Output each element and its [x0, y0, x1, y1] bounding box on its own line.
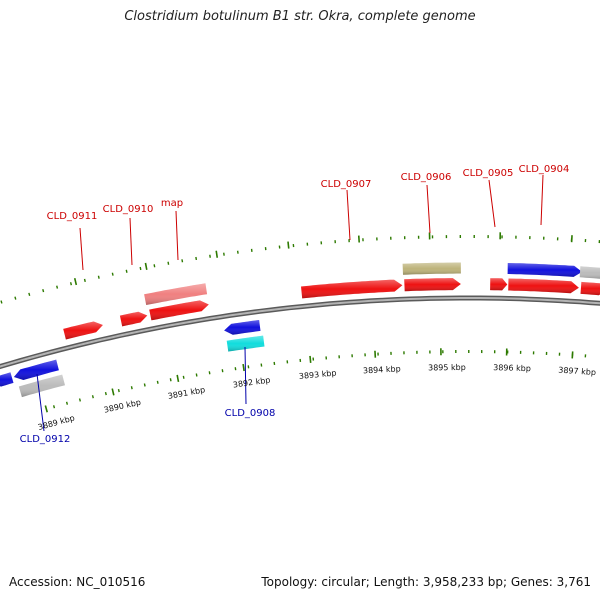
gene-CLD_0911: [63, 321, 103, 340]
gene-left-edge: [0, 372, 14, 387]
label-leader-line: [346, 189, 351, 241]
genome-summary-text: Topology: circular; Length: 3,958,233 bp…: [261, 575, 591, 589]
scale-tick-minor: [91, 395, 94, 399]
scale-tick-major: [73, 277, 78, 286]
label-leader-line: [79, 227, 84, 271]
label-leader-line: [175, 210, 179, 261]
genome-backbone: [0, 295, 600, 370]
backbone-highlight: [0, 297, 600, 368]
scale-tick-minor: [78, 398, 81, 402]
scale-tick-minor: [130, 386, 133, 390]
label-leader-line: [129, 217, 133, 266]
scale-tick-minor: [42, 289, 45, 293]
label-leader-line: [244, 346, 247, 405]
cds-map: [144, 283, 208, 305]
scale-tick-minor: [169, 378, 172, 382]
gene-features: [0, 262, 600, 398]
gene-label[interactable]: CLD_0910: [103, 204, 154, 215]
feature-right-gray: [579, 266, 600, 279]
label-leader-line: [426, 184, 431, 234]
scale-tick-minor: [111, 272, 114, 276]
scale-label: 3896 kbp: [493, 363, 531, 373]
scale-tick-minor: [181, 259, 184, 263]
label-leader-line: [36, 373, 45, 432]
scale-tick-minor: [104, 391, 107, 396]
scale-tick-major: [44, 405, 48, 413]
gene-label[interactable]: CLD_0912: [20, 434, 71, 445]
gene-label[interactable]: CLD_0911: [47, 211, 98, 222]
scale-tick-minor: [69, 282, 73, 286]
accession-text: Accession: NC_010516: [9, 575, 146, 589]
scale-tick-minor: [56, 285, 59, 289]
scale-tick-minor: [83, 278, 86, 283]
label-leader-line: [540, 174, 544, 226]
scale-tick-minor: [195, 373, 198, 377]
gene-label[interactable]: CLD_0905: [463, 168, 514, 179]
cds-CLD_0912: [18, 374, 65, 398]
scale-tick-minor: [153, 264, 156, 268]
scale-tick-minor: [143, 383, 146, 387]
scale-ticks: [0, 232, 600, 413]
scale-tick-minor: [14, 296, 17, 300]
scale-tick-major: [215, 250, 219, 258]
scale-tick-minor: [97, 275, 100, 279]
scale-label: 3892 kbp: [232, 375, 271, 389]
scale-tick-major: [111, 388, 115, 396]
scale-tick-minor: [167, 261, 170, 265]
gene-CLD_0905: [490, 278, 508, 291]
scale-tick-major: [144, 262, 148, 270]
scale-tick-minor: [52, 405, 56, 409]
scale-tick-major: [176, 374, 180, 382]
scale-tick-minor: [139, 266, 142, 271]
scale-tick-minor: [0, 300, 3, 304]
label-leader-line: [488, 179, 496, 228]
scale-label: 3889 kbp: [37, 413, 76, 432]
scale-tick-minor: [125, 269, 128, 273]
gene-label[interactable]: CLD_0904: [519, 164, 570, 175]
gene-label[interactable]: CLD_0907: [321, 179, 372, 190]
scale-labels: 3889 kbp 3890 kbp 3891 kbp 3892 kbp 3893 kbp…: [37, 363, 596, 432]
genome-title: Clostridium botulinum B1 str. Okra, comp…: [124, 9, 476, 24]
backbone-outline: [0, 295, 600, 370]
scale-tick-major: [242, 363, 245, 372]
scale-label: 3894 kbp: [363, 364, 401, 375]
gene-CLD_0907: [301, 279, 403, 299]
gene-CLD_0906: [404, 278, 461, 292]
cds-CLD_0908: [226, 335, 265, 352]
scale-tick-minor: [28, 292, 31, 296]
gene-CLD_0904: [508, 278, 579, 294]
cds-CLD_0906: [402, 262, 461, 275]
scale-tick-minor: [117, 388, 120, 393]
gene-label[interactable]: CLD_0908: [225, 408, 276, 419]
scale-tick-minor: [156, 380, 159, 384]
gene-map: [149, 300, 209, 321]
scale-tick-major: [287, 241, 290, 249]
scale-label: 3893 kbp: [298, 368, 336, 381]
scale-label: 3895 kbp: [428, 363, 466, 373]
gene-CLD_0910: [119, 311, 148, 327]
scale-tick-minor: [65, 401, 69, 405]
gene-right-edge: [580, 281, 600, 296]
gene-labels: CLD_0911 CLD_0910 map CLD_0907 CLD_0906 CLD_0…: [20, 164, 570, 445]
gene-label[interactable]: CLD_0906: [401, 172, 452, 183]
scale-tick-major: [309, 355, 312, 363]
cds-CLD_0904: [507, 263, 583, 277]
scale-tick-minor: [182, 375, 185, 379]
gene-CLD_0908: [224, 320, 261, 335]
scale-label: 3897 kbp: [558, 366, 596, 378]
gene-CLD_0912: [13, 359, 59, 380]
gene-label[interactable]: map: [161, 198, 183, 209]
scale-label: 3891 kbp: [167, 385, 206, 401]
label-leader-lines: [36, 174, 544, 432]
scale-label: 3890 kbp: [103, 398, 142, 415]
